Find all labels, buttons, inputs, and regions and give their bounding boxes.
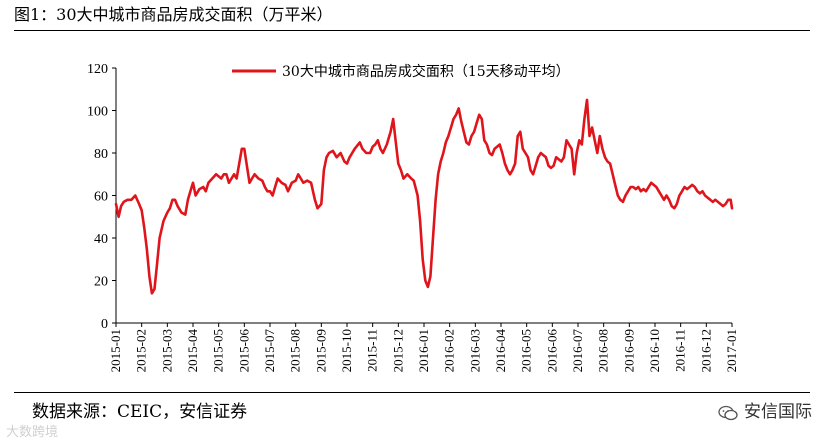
title-divider	[14, 30, 810, 31]
x-tick-label: 2015-08	[288, 329, 303, 372]
x-tick-label: 2015-05	[211, 329, 226, 372]
x-tick-label: 2016-09	[621, 329, 636, 372]
x-tick-label: 2016-01	[416, 329, 431, 372]
x-tick-label: 2015-02	[134, 329, 149, 372]
chart-legend: 30大中城市商品房成交面积（15天移动平均）	[232, 63, 570, 80]
x-tick-label: 2015-09	[313, 329, 328, 372]
series-layer	[114, 98, 734, 295]
x-tick-label: 2015-07	[262, 329, 277, 373]
x-tick-label: 2015-04	[185, 329, 200, 373]
x-tick-label: 2015-01	[108, 329, 123, 372]
x-tick-label: 2016-02	[442, 329, 457, 372]
page-title: 图1：30大中城市商品房成交面积（万平米）	[14, 5, 333, 24]
watermark-text: 大数跨境	[6, 425, 59, 440]
x-tick-label: 2016-04	[493, 329, 508, 373]
x-tick-label: 2015-10	[339, 329, 354, 372]
wechat-icon	[718, 404, 738, 421]
x-tick-label: 2015-12	[390, 329, 405, 372]
x-tick-label: 2016-10	[647, 329, 662, 372]
x-tick-label: 2016-08	[596, 329, 611, 372]
x-tick-label: 2016-03	[467, 329, 482, 372]
y-tick-label: 120	[87, 62, 108, 77]
series-line	[114, 98, 734, 295]
chart-axes: 0 20 40 60 80 100 120 2015-01 2015-02 2015-03 2015…	[87, 62, 739, 372]
y-tick-label: 20	[94, 275, 108, 290]
legend-label: 30大中城市商品房成交面积（15天移动平均）	[282, 63, 570, 80]
x-tick-label: 2015-03	[159, 329, 174, 372]
source-divider	[14, 392, 810, 393]
source-note: 数据来源：CEIC，安信证券	[32, 402, 248, 422]
x-tick-label: 2015-06	[236, 329, 251, 373]
y-tick-label: 40	[94, 232, 108, 247]
brand-name: 安信国际	[744, 402, 812, 422]
x-tick-label: 2016-07	[570, 329, 585, 373]
y-tick-label: 100	[87, 105, 108, 120]
x-tick-label: 2016-05	[519, 329, 534, 372]
y-tick-label: 80	[94, 147, 108, 162]
y-tick-label: 0	[101, 317, 108, 332]
x-tick-label: 2015-11	[365, 329, 380, 372]
x-tick-label: 2017-01	[724, 329, 739, 372]
brand-mark: 安信国际	[718, 400, 812, 424]
y-tick-label: 60	[94, 190, 108, 205]
x-tick-label: 2016-12	[698, 329, 713, 372]
x-tick-label: 2016-11	[673, 329, 688, 372]
x-tick-label: 2016-06	[544, 329, 559, 373]
